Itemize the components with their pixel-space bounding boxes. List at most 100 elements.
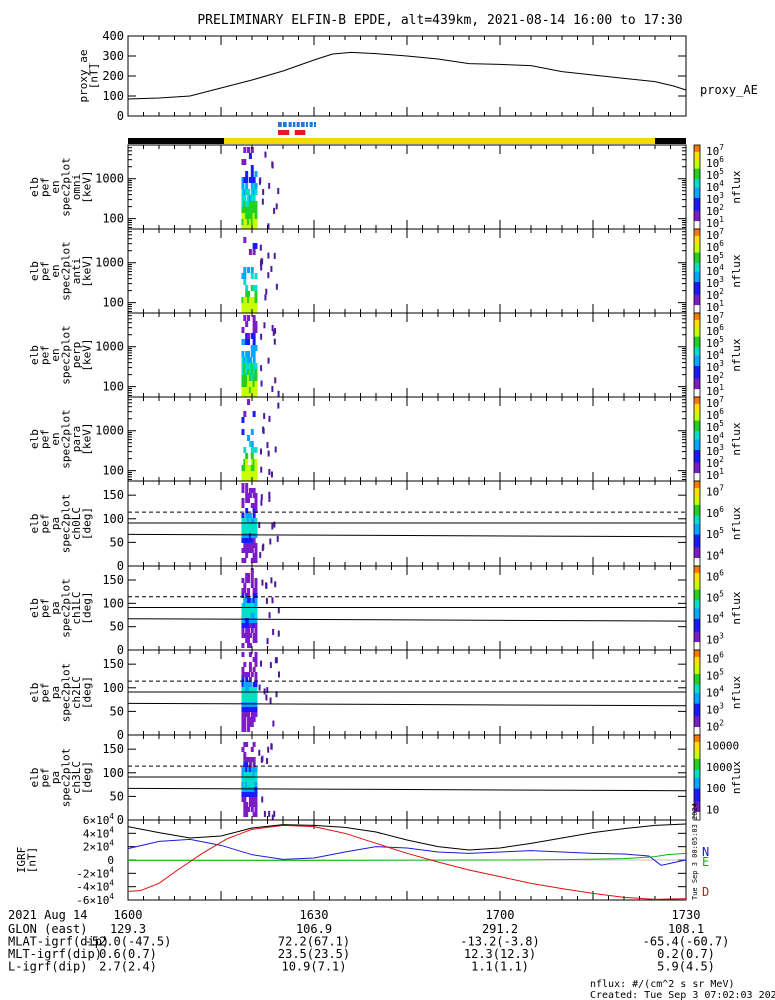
- flux-pixel: [260, 756, 263, 763]
- flux-pixel: [248, 441, 252, 447]
- ylabel-line: pef: [38, 177, 51, 197]
- flux-pixel: [241, 623, 245, 628]
- flux-pixel: [243, 195, 247, 201]
- flux-pixel: [243, 357, 247, 363]
- ylabel-line: pa: [49, 601, 62, 614]
- flux-pixel: [252, 369, 256, 375]
- colorbar-step: [694, 231, 700, 234]
- colorbar-step: [694, 212, 700, 215]
- colorbar-step: [694, 582, 700, 586]
- colorbar-step: [694, 777, 700, 781]
- flux-pixel: [243, 315, 247, 321]
- ylabel-line: elb: [28, 429, 41, 449]
- colorbar-step: [694, 601, 700, 605]
- flux-pixel: [250, 171, 254, 177]
- flux-pixel: [252, 357, 256, 363]
- flux-pixel: [243, 309, 247, 315]
- colorbar-step: [694, 302, 700, 306]
- colorbar-step: [694, 386, 700, 390]
- flux-pixel: [245, 687, 249, 692]
- para-spectrogram-panel: 1001000elbpefenspec2plotpara[keV]1011021…: [28, 395, 743, 483]
- colorbar-step: [694, 319, 700, 322]
- flux-pixel: [272, 628, 275, 635]
- flux-pixel: [245, 782, 249, 787]
- flux-pixel: [252, 508, 256, 513]
- flux-pixel: [247, 782, 251, 787]
- ylabel-line: [nT]: [25, 847, 38, 874]
- colorbar-step: [694, 462, 700, 465]
- flux-pixel: [254, 697, 258, 702]
- flux-pixel: [254, 662, 258, 667]
- flux-pixel: [243, 707, 247, 712]
- flux-pixel: [258, 684, 261, 691]
- flux-pixel: [241, 702, 245, 707]
- flux-pixel: [248, 533, 252, 538]
- flux-pixel: [248, 702, 252, 707]
- flux-pixel: [245, 488, 249, 493]
- flux-pixel: [252, 533, 256, 538]
- flux-pixel: [252, 513, 256, 518]
- flux-pixel: [254, 603, 258, 608]
- colorbar-step: [694, 635, 700, 638]
- flux-pixel: [247, 593, 251, 598]
- flux-pixel: [243, 797, 247, 802]
- y-tick-label: -6×104: [76, 892, 114, 907]
- colorbar-step: [694, 737, 700, 740]
- colorbar-step: [694, 620, 700, 624]
- flux-pixel: [245, 363, 249, 369]
- flux-pixel: [252, 177, 256, 183]
- ephemeris-value: 0.6(0.7): [99, 947, 157, 961]
- flux-pixel: [263, 322, 266, 329]
- flux-pixel: [248, 667, 252, 672]
- flux-pixel: [245, 357, 249, 363]
- colorbar-step: [694, 300, 700, 303]
- flux-pixel: [254, 767, 258, 772]
- flux-pixel: [243, 219, 247, 225]
- flux-pixel: [248, 477, 252, 483]
- flux-pixel: [254, 787, 258, 792]
- flux-pixel: [250, 183, 254, 189]
- ylabel-line: pef: [38, 598, 51, 618]
- flux-pixel: [252, 213, 256, 219]
- ephemeris-time-label: 1600: [114, 908, 143, 922]
- colorbar-step: [694, 413, 700, 417]
- flux-pixel: [254, 493, 258, 498]
- flux-pixel: [252, 339, 256, 345]
- flux-pixel: [243, 623, 247, 628]
- flux-pixel: [245, 573, 249, 578]
- flux-pixel: [261, 796, 264, 803]
- flux-pixel: [245, 213, 249, 219]
- flux-pixel: [254, 363, 258, 369]
- colorbar-step: [694, 675, 700, 679]
- flux-pixel: [245, 297, 249, 303]
- colorbar-step: [694, 566, 700, 569]
- y-tick-label: 1000: [95, 340, 124, 354]
- flux-pixel: [252, 792, 256, 797]
- flux-pixel: [247, 518, 251, 523]
- flux-pixel: [252, 493, 256, 498]
- colorbar-step: [694, 170, 700, 173]
- flux-pixel: [245, 513, 249, 518]
- ylabel-line: [keV]: [80, 338, 93, 371]
- flux-pixel: [245, 638, 249, 643]
- ephemeris-table: 2021 Aug 14 1600 1630 1700 1730 GLON (east) 12…: [8, 908, 729, 974]
- flux-pixel: [247, 538, 251, 543]
- colorbar-step: [694, 624, 700, 628]
- flux-pixel: [254, 393, 258, 399]
- flux-pixel: [241, 767, 245, 772]
- flux-pixel: [245, 393, 249, 399]
- flux-pixel: [248, 309, 252, 315]
- flux-pixel: [250, 697, 254, 702]
- flux-pixel: [248, 153, 252, 159]
- flux-pixel: [254, 682, 258, 687]
- flux-pixel: [252, 633, 256, 638]
- flux-pixel: [248, 767, 252, 772]
- colorbar-label: nflux: [730, 338, 743, 371]
- flux-pixel: [252, 345, 256, 351]
- flux-pixel: [260, 333, 263, 340]
- flux-pixel: [250, 573, 254, 578]
- flux-pixel: [245, 177, 249, 183]
- ylabel-line: [keV]: [80, 170, 93, 203]
- colorbar-step: [694, 159, 700, 163]
- flux-pixel: [247, 707, 251, 712]
